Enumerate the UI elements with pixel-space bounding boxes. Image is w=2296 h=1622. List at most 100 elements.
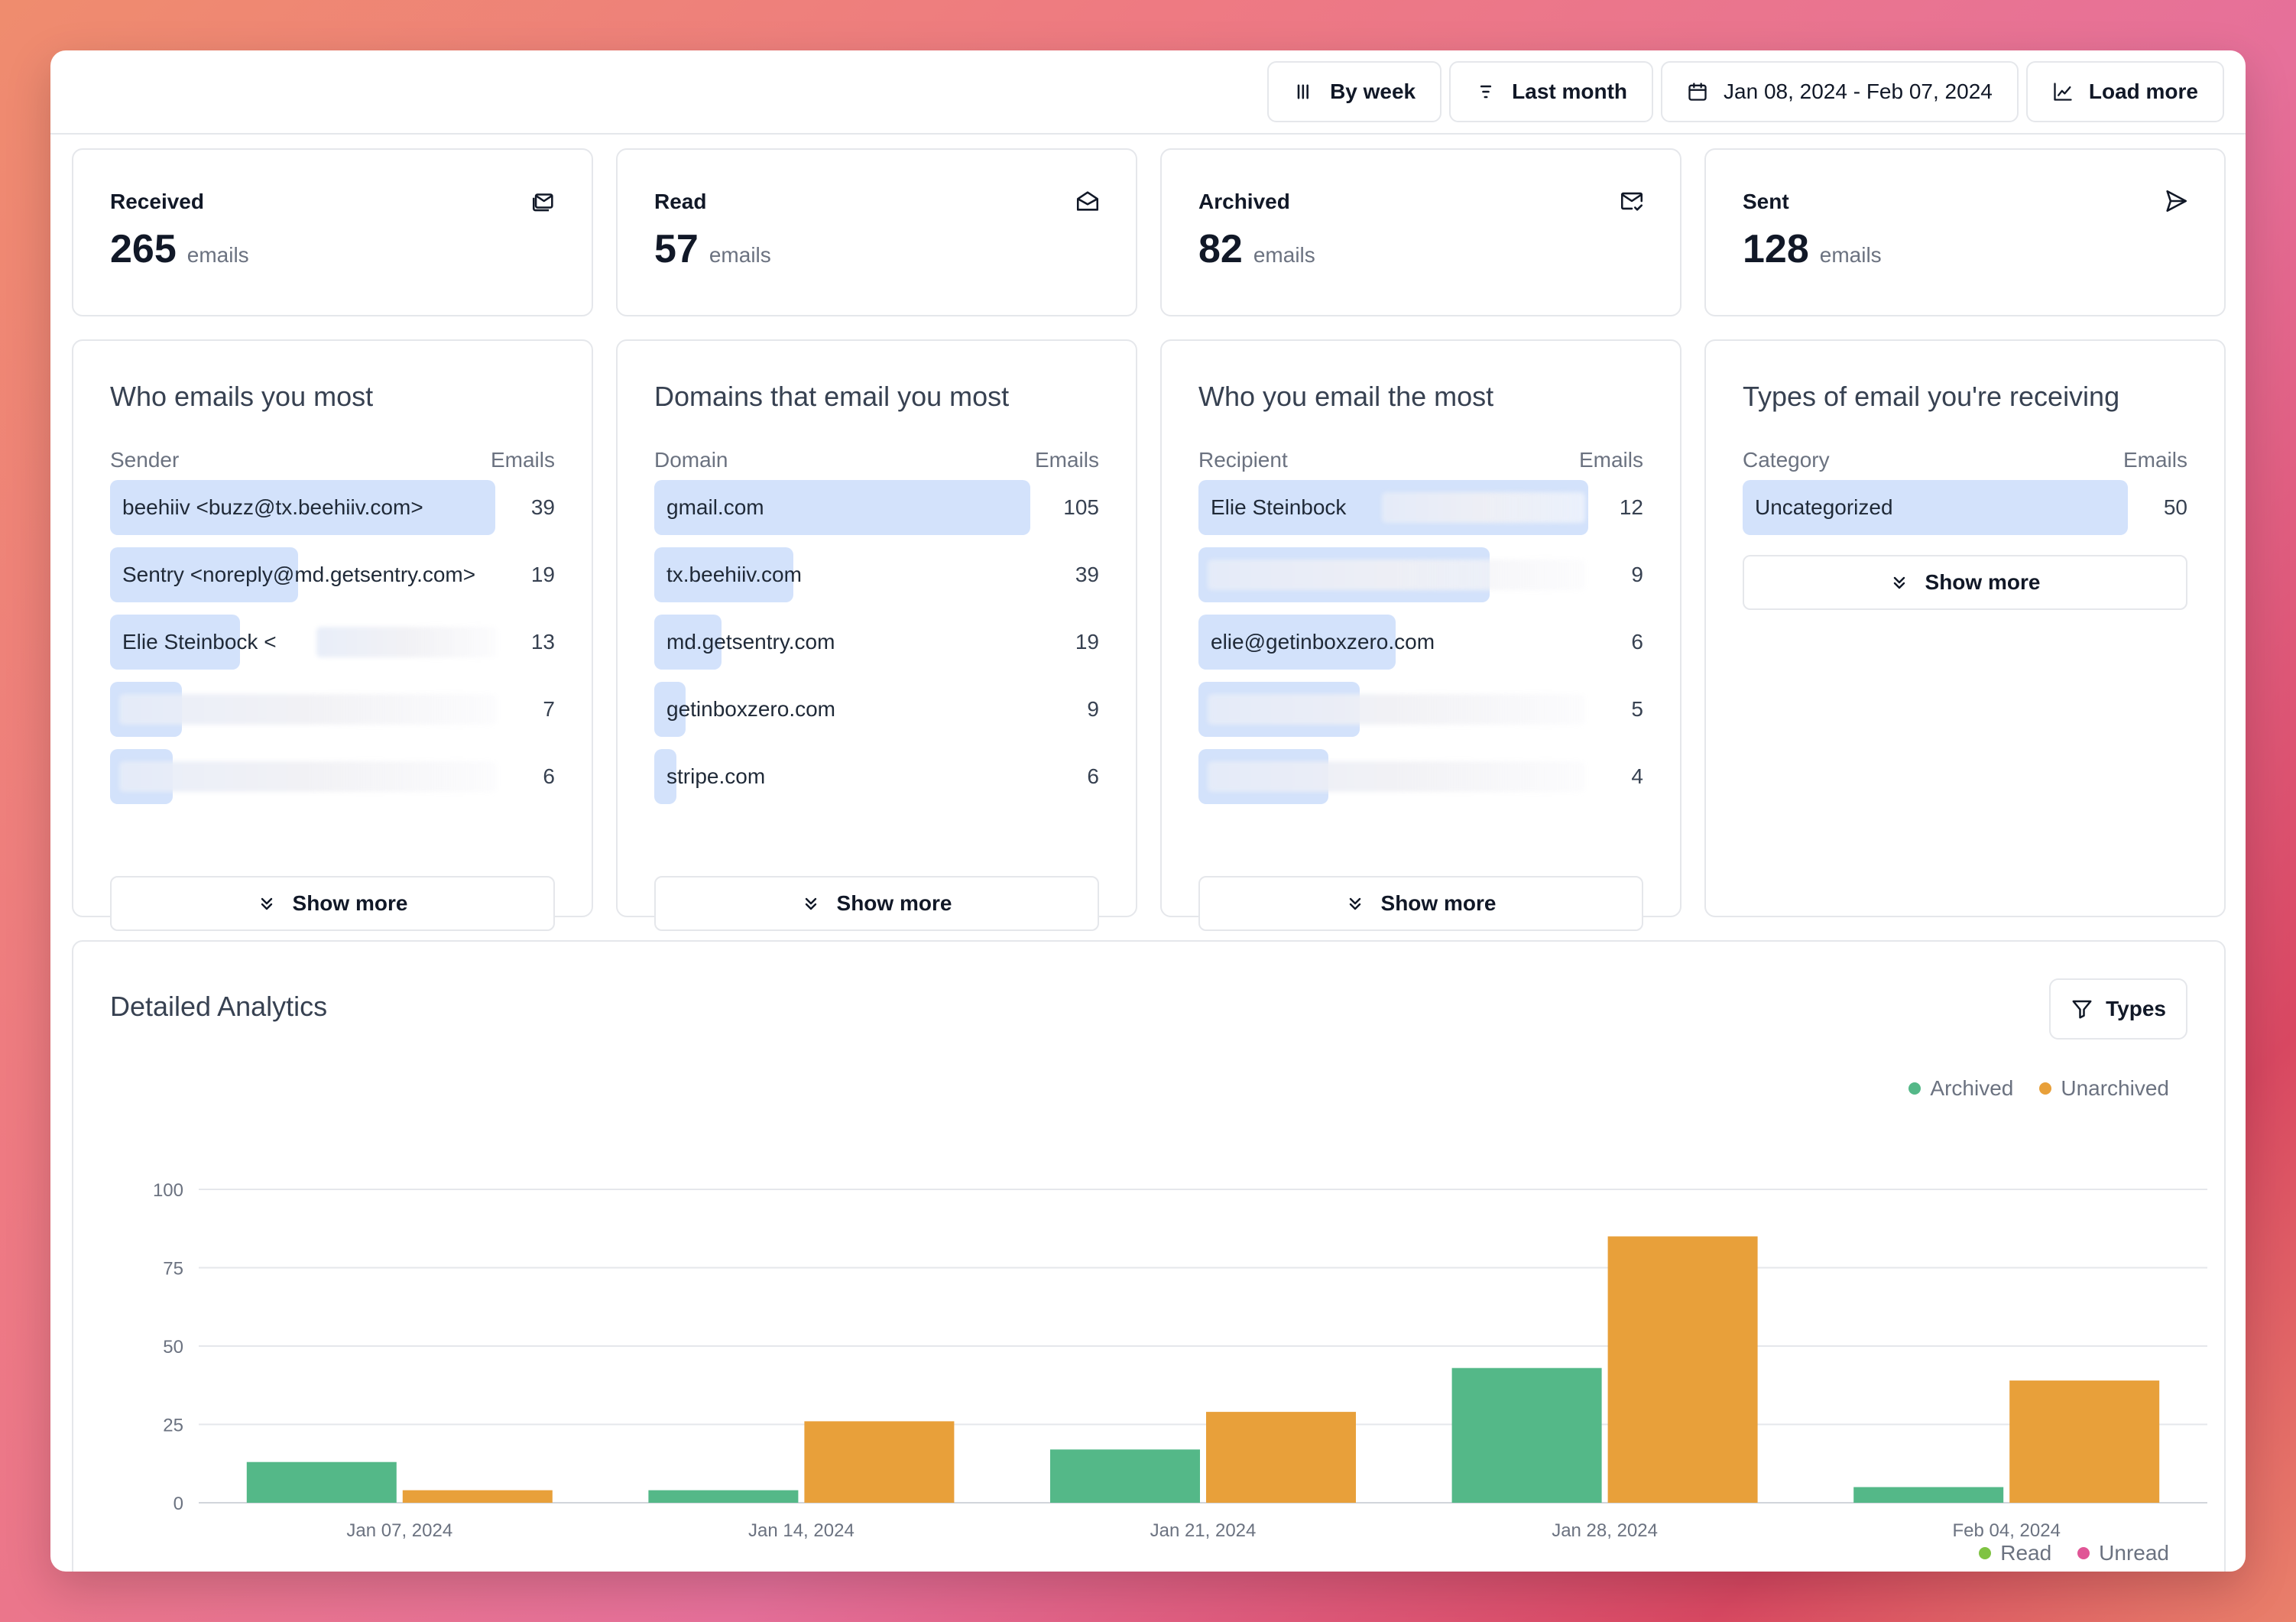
list-item-bar <box>654 547 793 602</box>
bar-archived[interactable] <box>1853 1487 2004 1504</box>
stat-card-read: Read 57 emails <box>616 148 1137 316</box>
stat-number: 57 <box>654 227 699 271</box>
show-more-button[interactable]: Show more <box>110 876 555 931</box>
list-item[interactable]: 6 <box>110 749 555 804</box>
list-item[interactable]: 4 <box>1198 749 1643 804</box>
list-item[interactable]: gmail.com 105 <box>654 480 1099 535</box>
bar-archived[interactable] <box>246 1461 397 1503</box>
bar-unarchived[interactable] <box>1607 1236 1758 1504</box>
stat-card-received: Received 265 emails <box>72 148 593 316</box>
list-item[interactable]: Elie Steinbock < 13 <box>110 615 555 670</box>
columns-icon <box>1297 84 1309 99</box>
last-month-label: Last month <box>1512 79 1628 103</box>
list-item-count: 6 <box>1631 630 1643 654</box>
bar-unarchived[interactable] <box>1206 1412 1356 1503</box>
stat-value: 128 emails <box>1743 226 1882 272</box>
list-item[interactable]: Elie Steinbock 12 <box>1198 480 1643 535</box>
card-title: Domains that email you most <box>654 381 1010 412</box>
by-week-button[interactable]: By week <box>1267 61 1442 122</box>
chart-icon <box>2054 83 2072 101</box>
y-tick-label: 100 <box>153 1180 183 1201</box>
show-more-label: Show more <box>836 891 952 915</box>
y-tick-label: 75 <box>163 1259 183 1280</box>
load-more-button[interactable]: Load more <box>2025 61 2224 122</box>
last-month-button[interactable]: Last month <box>1449 61 1654 122</box>
chart-legend: Archived Unarchived <box>1908 1076 2169 1101</box>
list-item[interactable]: md.getsentry.com 19 <box>654 615 1099 670</box>
x-tick-label: Jan 14, 2024 <box>748 1520 855 1541</box>
filter-icon <box>2072 1000 2092 1019</box>
chevrons-down-icon <box>1349 897 1360 910</box>
list-item-count: 12 <box>1619 495 1643 519</box>
date-range-button[interactable]: Jan 08, 2024 - Feb 07, 2024 <box>1661 61 2019 122</box>
show-more-button[interactable]: Show more <box>654 876 1099 931</box>
calendar-icon <box>1688 83 1707 101</box>
legend-dot <box>1908 1082 1921 1095</box>
legend-label: Read <box>2000 1541 2052 1565</box>
list-item-count: 5 <box>1631 697 1643 721</box>
stat-unit: emails <box>709 243 771 267</box>
x-tick-label: Jan 07, 2024 <box>346 1520 452 1541</box>
show-more-button[interactable]: Show more <box>1743 555 2187 610</box>
list-item[interactable]: Sentry <noreply@md.getsentry.com> 19 <box>110 547 555 602</box>
list-item[interactable]: 7 <box>110 682 555 737</box>
legend-item-archived[interactable]: Archived <box>1908 1076 2013 1101</box>
list-item-count: 4 <box>1631 764 1643 788</box>
redacted-text <box>1208 694 1585 725</box>
chevrons-down-icon <box>805 897 816 910</box>
list-item-bar <box>110 547 298 602</box>
column-headers: Recipient Emails <box>1198 448 1643 472</box>
show-more-label: Show more <box>1380 891 1497 915</box>
column-header-emails: Emails <box>1034 448 1099 472</box>
list-item[interactable]: elie@getinboxzero.com 6 <box>1198 615 1643 670</box>
list-item-bar <box>654 749 676 804</box>
list-item[interactable]: beehiiv <buzz@tx.beehiiv.com> 39 <box>110 480 555 535</box>
bar-unarchived[interactable] <box>402 1490 553 1503</box>
stat-label: Archived <box>1198 190 1290 213</box>
x-tick-label: Jan 28, 2024 <box>1552 1520 1658 1541</box>
types-filter-button[interactable]: Types <box>2049 978 2187 1040</box>
bar-unarchived[interactable] <box>2009 1380 2160 1503</box>
stat-label: Received <box>110 190 204 213</box>
redacted-text <box>1208 560 1585 590</box>
list-item[interactable]: getinboxzero.com 9 <box>654 682 1099 737</box>
legend-item-unread[interactable]: Unread <box>2077 1541 2169 1565</box>
y-tick-label: 0 <box>173 1494 183 1514</box>
by-week-label: By week <box>1330 79 1416 103</box>
legend-item-read[interactable]: Read <box>1979 1541 2051 1565</box>
redacted-text <box>119 761 497 792</box>
stat-label: Sent <box>1743 190 1789 213</box>
analytics-bar-chart: 0 25 50 75 100 Jan 07, 2024 Jan 14, 2024 Jan 21… <box>153 1180 2207 1541</box>
list-item[interactable]: 5 <box>1198 682 1643 737</box>
list-item-label: elie@getinboxzero.com <box>1211 630 1435 654</box>
list-item[interactable]: Uncategorized 50 <box>1743 480 2187 535</box>
email-types-card: Types of email you're receiving Category… <box>1704 339 2226 917</box>
list-item-count: 6 <box>543 764 555 788</box>
column-header-emails: Emails <box>2123 448 2187 472</box>
x-tick-label: Jan 21, 2024 <box>1150 1520 1257 1541</box>
legend-item-unarchived[interactable]: Unarchived <box>2039 1076 2169 1101</box>
card-title: Types of email you're receiving <box>1743 381 2120 412</box>
list-item-bar <box>654 682 686 737</box>
bar-archived[interactable] <box>1451 1367 1602 1503</box>
chevrons-down-icon <box>1893 576 1905 589</box>
list-item[interactable]: 9 <box>1198 547 1643 602</box>
bar-unarchived[interactable] <box>804 1421 955 1503</box>
stat-value: 82 emails <box>1198 226 1315 272</box>
sort-icon <box>1480 85 1492 99</box>
x-tick-label: Feb 04, 2024 <box>1952 1520 2060 1541</box>
legend-dot <box>1979 1547 1992 1559</box>
stat-card-archived: Archived 82 emails <box>1160 148 1681 316</box>
list-item[interactable]: stripe.com 6 <box>654 749 1099 804</box>
stat-unit: emails <box>1819 243 1882 267</box>
y-tick-label: 50 <box>163 1337 183 1358</box>
show-more-button[interactable]: Show more <box>1198 876 1643 931</box>
bar-archived[interactable] <box>1050 1449 1200 1503</box>
list-item[interactable]: tx.beehiiv.com 39 <box>654 547 1099 602</box>
list-item-label: getinboxzero.com <box>666 697 836 721</box>
bar-archived[interactable] <box>648 1490 799 1503</box>
list-item-count: 39 <box>530 495 555 519</box>
legend-label: Unread <box>2099 1541 2169 1565</box>
toolbar: By week Last month Jan 08, 2024 - Feb 07… <box>50 50 2246 135</box>
top-senders-card: Who emails you most Sender Emails beehiiv… <box>72 339 593 931</box>
